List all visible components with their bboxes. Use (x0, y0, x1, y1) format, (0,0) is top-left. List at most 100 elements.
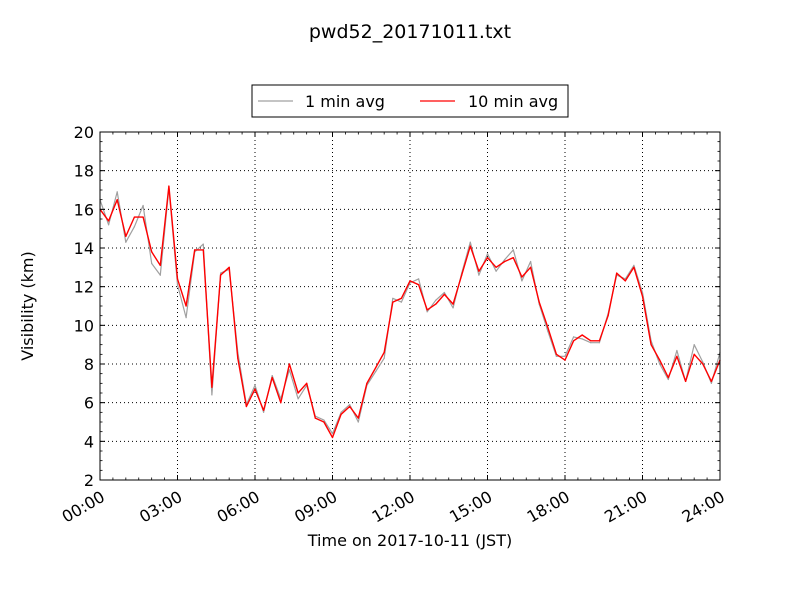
data-point-1min (521, 280, 523, 282)
data-point-10min (211, 386, 213, 388)
data-point-10min (306, 382, 308, 384)
y-tick-label: 10 (74, 316, 94, 335)
data-point-1min (667, 378, 669, 381)
data-point-1min (340, 411, 342, 413)
data-point-10min (443, 293, 445, 295)
y-tick-label: 2 (84, 471, 94, 490)
data-point-1min (564, 355, 566, 357)
data-point-1min (220, 272, 222, 274)
data-point-10min (237, 357, 239, 359)
data-point-1min (392, 297, 394, 299)
data-point-10min (710, 380, 713, 382)
x-axis-label: Time on 2017-10-11 (JST) (307, 531, 512, 550)
data-point-1min (151, 262, 153, 265)
data-point-10min (581, 334, 583, 336)
data-point-10min (676, 355, 678, 357)
data-point-1min (357, 421, 359, 423)
data-point-1min (495, 270, 497, 272)
data-point-10min (409, 280, 411, 282)
data-point-1min (693, 344, 695, 346)
data-point-10min (133, 216, 135, 218)
data-point-1min (512, 249, 514, 251)
y-tick-label: 16 (74, 200, 94, 219)
data-point-10min (108, 220, 110, 222)
legend: 1 min avg 10 min avg (251, 84, 569, 118)
data-point-10min (607, 315, 609, 317)
data-point-1min (418, 278, 420, 280)
data-point-10min (426, 309, 428, 311)
data-point-10min (392, 301, 394, 303)
data-point-1min (573, 336, 575, 338)
data-point-1min (469, 241, 471, 243)
data-point-1min (530, 260, 532, 263)
data-point-1min (590, 342, 592, 344)
legend-box (251, 84, 569, 118)
y-tick-label: 20 (74, 123, 94, 142)
data-point-10min (280, 402, 282, 404)
data-point-1min (676, 349, 678, 352)
data-point-10min (598, 340, 601, 342)
data-point-1min (598, 342, 601, 344)
data-point-10min (512, 257, 514, 259)
data-point-10min (125, 235, 127, 237)
data-point-10min (288, 363, 290, 365)
data-point-10min (383, 351, 385, 353)
data-point-1min (478, 274, 480, 276)
data-point-1min (452, 307, 454, 309)
y-tick-labels: 2 4 6 8 10 12 14 16 18 20 (74, 123, 94, 490)
data-point-1min (702, 361, 704, 363)
data-point-10min (478, 270, 480, 272)
data-point-10min (633, 266, 635, 268)
data-point-10min (366, 382, 368, 384)
data-point-10min (667, 376, 669, 379)
data-point-10min (702, 363, 704, 365)
y-tick-label: 12 (74, 278, 94, 297)
data-point-10min (349, 405, 351, 408)
y-tick-label: 8 (84, 355, 94, 374)
data-point-10min (185, 305, 187, 307)
data-point-10min (461, 274, 463, 276)
data-point-1min (710, 382, 713, 384)
data-point-10min (555, 353, 558, 355)
plot-background (100, 132, 720, 480)
y-axis-label: Visibility (km) (18, 251, 37, 360)
data-point-1min (297, 398, 299, 400)
data-point-10min (228, 266, 230, 268)
data-point-10min (142, 216, 144, 218)
data-point-1min (375, 371, 377, 373)
data-point-10min (375, 367, 377, 369)
plot-frame (99, 131, 721, 481)
data-point-1min (486, 253, 489, 255)
data-point-1min (400, 301, 402, 303)
data-point-1min (555, 355, 558, 357)
data-point-1min (263, 411, 265, 413)
data-point-1min (633, 264, 635, 266)
y-tick-label: 6 (84, 394, 94, 413)
y-tick-label: 4 (84, 432, 94, 451)
data-point-10min (521, 276, 523, 278)
data-point-10min (357, 417, 359, 419)
data-point-10min (530, 266, 532, 268)
y-tick-label: 18 (74, 162, 94, 181)
data-point-10min (314, 417, 316, 419)
data-point-10min (194, 249, 196, 251)
data-point-10min (452, 303, 454, 305)
data-point-10min (159, 264, 161, 266)
data-point-1min (254, 384, 256, 386)
data-point-10min (151, 251, 153, 253)
data-point-10min (624, 280, 626, 282)
data-point-1min (659, 363, 661, 365)
data-point-1min (288, 369, 290, 371)
data-point-10min (693, 353, 695, 355)
data-point-10min (271, 376, 273, 379)
data-point-10min (573, 340, 575, 342)
data-point-1min (435, 299, 437, 301)
data-point-10min (435, 303, 437, 305)
y-tick-label: 14 (74, 239, 94, 258)
data-point-1min (202, 243, 204, 245)
data-point-10min (538, 301, 540, 303)
grid-lines (100, 132, 720, 480)
data-point-10min (263, 409, 265, 411)
data-point-1min (116, 191, 118, 193)
